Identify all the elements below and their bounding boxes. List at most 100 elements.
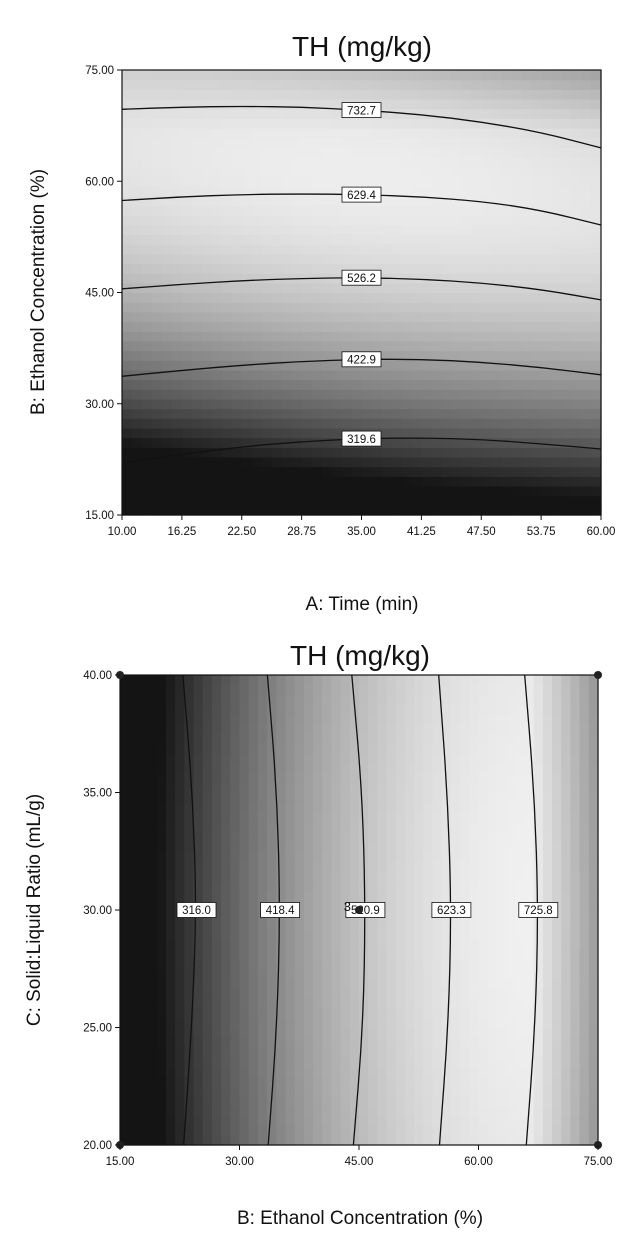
field-cell xyxy=(359,1125,369,1136)
field-cell xyxy=(361,128,373,139)
field-cell xyxy=(368,1027,378,1038)
field-cell xyxy=(291,369,303,381)
field-cell xyxy=(349,919,360,931)
field-cell xyxy=(141,205,153,216)
field-cell xyxy=(451,176,462,187)
field-cell xyxy=(511,79,522,90)
field-cell xyxy=(230,841,241,852)
field-cell xyxy=(131,108,143,119)
field-cell xyxy=(239,802,250,813)
field-cell xyxy=(156,978,167,989)
field-cell xyxy=(377,763,388,774)
field-cell xyxy=(496,1115,507,1127)
field-cell xyxy=(496,1037,507,1048)
field-cell xyxy=(496,782,507,794)
field-cell xyxy=(395,812,406,823)
field-cell xyxy=(267,929,277,940)
field-cell xyxy=(349,714,360,725)
field-cell xyxy=(450,782,461,794)
field-cell xyxy=(156,851,167,862)
field-cell xyxy=(248,675,259,686)
field-cell xyxy=(496,900,507,911)
field-cell xyxy=(521,128,532,139)
field-cell xyxy=(521,292,532,303)
field-cell xyxy=(202,929,213,940)
field-cell xyxy=(469,1135,480,1146)
field-cell xyxy=(257,1066,268,1078)
field-cell xyxy=(230,988,241,999)
field-cell xyxy=(331,880,342,892)
field-cell xyxy=(395,919,406,931)
field-cell xyxy=(531,263,542,274)
field-cell xyxy=(313,1066,323,1078)
field-cell xyxy=(450,968,461,980)
field-cell xyxy=(175,723,185,735)
field-cell xyxy=(451,292,462,303)
field-cell xyxy=(122,137,133,148)
field-cell xyxy=(271,137,283,148)
field-cell xyxy=(561,186,572,197)
field-cell xyxy=(331,108,343,119)
field-cell xyxy=(161,108,173,119)
field-cell xyxy=(129,880,139,892)
field-cell xyxy=(202,880,213,892)
field-cell xyxy=(202,978,213,989)
field-cell xyxy=(349,812,360,823)
field-cell xyxy=(122,447,133,458)
field-cell xyxy=(487,939,498,950)
field-cell xyxy=(191,466,203,477)
field-cell xyxy=(201,89,213,100)
field-cell xyxy=(581,128,592,139)
field-cell xyxy=(481,215,492,226)
field-cell xyxy=(211,802,222,813)
field-cell xyxy=(411,253,422,265)
field-cell xyxy=(129,714,139,725)
field-cell xyxy=(331,70,343,81)
field-cell xyxy=(469,949,480,960)
field-cell xyxy=(147,1037,158,1048)
field-cell xyxy=(241,495,253,506)
field-cell xyxy=(591,89,602,100)
field-cell xyxy=(579,910,590,921)
field-cell xyxy=(161,466,173,477)
field-cell xyxy=(451,205,462,216)
field-cell xyxy=(501,302,512,313)
field-cell xyxy=(579,821,590,833)
field-cell xyxy=(291,79,303,90)
field-cell xyxy=(313,1047,323,1058)
field-cell xyxy=(501,379,512,390)
field-cell xyxy=(561,495,572,506)
field-cell xyxy=(561,988,572,999)
field-cell xyxy=(313,1096,323,1107)
field-cell xyxy=(491,302,502,313)
field-cell xyxy=(147,1056,158,1068)
field-cell xyxy=(321,360,333,371)
field-cell xyxy=(377,1105,388,1117)
field-cell xyxy=(131,485,143,497)
field-cell xyxy=(423,1135,434,1146)
field-cell xyxy=(201,273,213,284)
field-cell xyxy=(122,418,133,429)
field-cell xyxy=(248,861,259,872)
field-cell xyxy=(541,244,552,255)
field-cell xyxy=(294,1125,305,1136)
field-cell xyxy=(267,763,277,774)
field-cell xyxy=(241,447,253,458)
field-cell xyxy=(561,137,572,148)
field-cell xyxy=(181,224,193,236)
field-cell xyxy=(501,331,512,342)
field-cell xyxy=(377,1047,388,1058)
field-cell xyxy=(313,1027,323,1038)
field-cell xyxy=(311,263,323,274)
field-cell xyxy=(294,841,305,852)
field-cell xyxy=(541,311,552,323)
field-cell xyxy=(181,89,193,100)
field-cell xyxy=(431,476,442,487)
field-cell xyxy=(331,900,342,911)
field-cell xyxy=(141,369,153,381)
field-cell xyxy=(441,263,452,274)
field-cell xyxy=(451,273,462,284)
field-cell xyxy=(496,723,507,735)
field-cell xyxy=(303,704,314,715)
field-cell xyxy=(561,998,572,1009)
